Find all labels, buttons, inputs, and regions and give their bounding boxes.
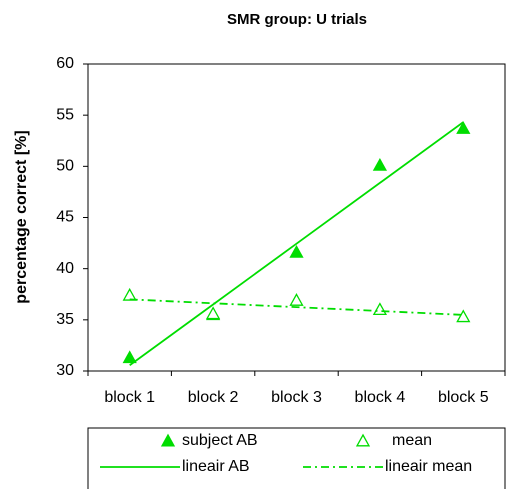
- marker: [122, 350, 137, 364]
- marker: [372, 157, 388, 171]
- legend-label: lineair AB: [182, 458, 250, 475]
- x-tick-label: block 4: [355, 389, 406, 406]
- y-tick-label: 60: [56, 55, 74, 72]
- y-tick-label: 55: [56, 106, 74, 123]
- y-tick-label: 30: [56, 362, 74, 379]
- chart-title: SMR group: U trials: [227, 11, 367, 28]
- y-tick-label: 40: [56, 260, 74, 277]
- x-tick-label: block 2: [188, 389, 239, 406]
- plot-frame: [87, 63, 506, 372]
- legend-box: [87, 427, 506, 489]
- marker: [122, 287, 137, 301]
- legend-marker: [160, 433, 176, 447]
- legend-label: mean: [392, 432, 432, 449]
- x-tick-label: block 5: [438, 389, 489, 406]
- marker: [289, 244, 304, 258]
- marker: [456, 309, 471, 323]
- marker: [205, 306, 221, 320]
- x-tick-label: block 3: [271, 389, 322, 406]
- trend-line: [129, 298, 464, 316]
- legend-label: lineair mean: [385, 458, 472, 475]
- y-tick-label: 50: [56, 158, 74, 175]
- marker: [456, 121, 471, 134]
- legend-marker: [355, 433, 371, 447]
- x-tick-label: block 1: [104, 389, 155, 406]
- marker: [372, 302, 388, 316]
- legend-label: subject AB: [182, 432, 258, 449]
- y-axis-label: percentage correct [%]: [13, 130, 30, 303]
- marker: [289, 293, 304, 306]
- trend-line: [129, 121, 464, 366]
- y-tick-label: 35: [56, 311, 74, 328]
- y-tick-label: 45: [56, 209, 74, 226]
